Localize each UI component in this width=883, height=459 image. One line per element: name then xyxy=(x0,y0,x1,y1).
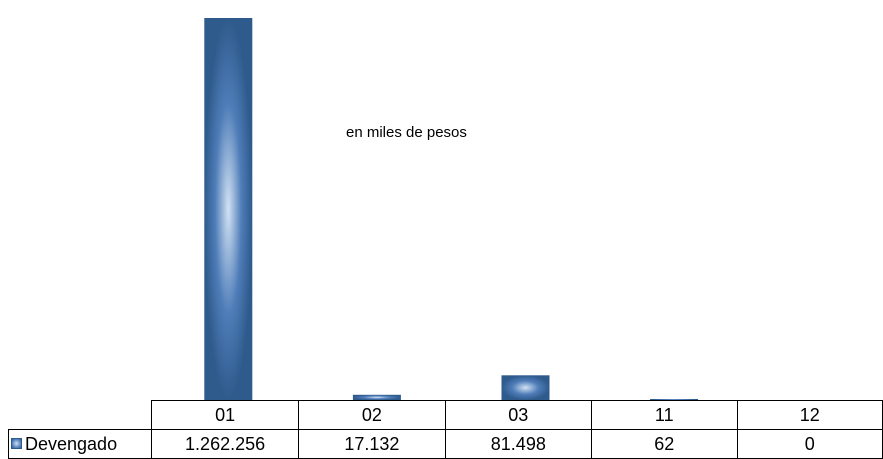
legend-swatch-icon xyxy=(11,437,22,449)
table-corner xyxy=(8,400,153,430)
bar-02 xyxy=(352,394,401,400)
units-annotation: en miles de pesos xyxy=(346,124,467,141)
value-label-01: 1.262.256 xyxy=(151,429,300,459)
category-label-02: 02 xyxy=(298,400,446,430)
category-label-03: 03 xyxy=(444,400,593,430)
bar-11 xyxy=(650,399,699,400)
value-label-03: 81.498 xyxy=(444,429,593,459)
legend-entry: Devengado xyxy=(7,429,153,459)
bar-01 xyxy=(204,18,253,400)
series-name: Devengado xyxy=(25,433,118,454)
category-label-01: 01 xyxy=(151,400,300,430)
category-label-12: 12 xyxy=(736,400,883,430)
category-row: 01 02 03 11 12 xyxy=(8,400,883,430)
data-table: 01 02 03 11 12 Devengado 1.262.256 17.13… xyxy=(7,400,883,459)
series-row: Devengado 1.262.256 17.132 81.498 62 0 xyxy=(7,429,883,459)
category-label-11: 11 xyxy=(591,400,738,430)
value-label-02: 17.132 xyxy=(298,429,446,459)
value-label-11: 62 xyxy=(591,429,738,459)
value-label-12: 0 xyxy=(736,429,883,459)
bar-03 xyxy=(501,375,550,400)
